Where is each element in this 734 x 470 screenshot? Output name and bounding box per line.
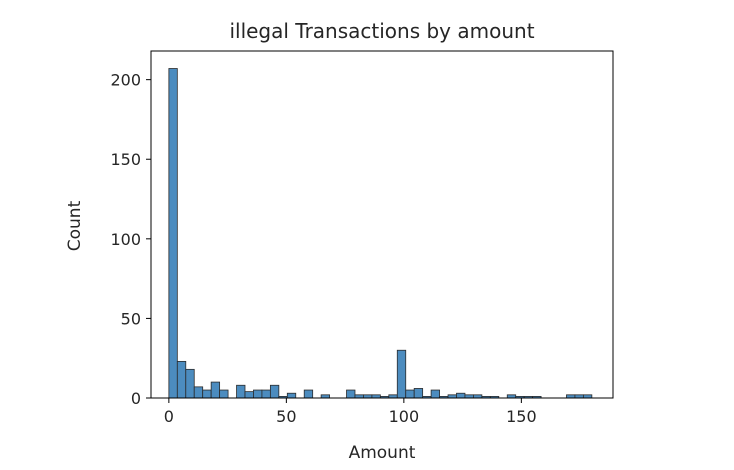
histogram-bar bbox=[236, 384, 246, 399]
histogram-bar bbox=[210, 381, 221, 399]
y-tick-label: 150 bbox=[110, 150, 141, 169]
x-tick-label: 50 bbox=[276, 407, 296, 426]
histogram-bar bbox=[456, 392, 466, 399]
histogram-bar bbox=[244, 391, 254, 399]
histogram-bar bbox=[413, 388, 424, 399]
x-tick-label: 0 bbox=[164, 407, 174, 426]
x-tick-label: 150 bbox=[506, 407, 537, 426]
histogram-bar bbox=[219, 389, 229, 399]
x-axis-ticks: 0 50 100 150 bbox=[164, 398, 537, 426]
histogram-bar bbox=[303, 389, 314, 399]
y-tick-label: 0 bbox=[131, 389, 141, 408]
histogram-bar bbox=[168, 68, 178, 399]
histogram-bar bbox=[261, 389, 271, 399]
histogram-bar bbox=[346, 389, 356, 399]
histogram-bar bbox=[396, 349, 407, 399]
histogram-bar bbox=[185, 368, 195, 399]
y-tick-label: 50 bbox=[121, 309, 141, 328]
x-tick-label: 100 bbox=[389, 407, 420, 426]
x-axis-label: Amount bbox=[349, 443, 416, 463]
histogram-bar bbox=[202, 389, 212, 399]
histogram-bar bbox=[253, 389, 263, 399]
y-tick-label: 100 bbox=[110, 230, 141, 249]
histogram-bar bbox=[269, 384, 280, 399]
y-axis-label: Count bbox=[65, 200, 85, 251]
histogram-bar bbox=[176, 360, 187, 399]
chart-title: illegal Transactions by amount bbox=[229, 19, 534, 43]
histogram-bar bbox=[430, 389, 440, 399]
histogram-bar bbox=[193, 386, 204, 399]
y-axis-ticks: 0 50 100 150 200 bbox=[110, 71, 151, 408]
plot-area-frame bbox=[150, 50, 614, 399]
y-tick-label: 200 bbox=[110, 71, 141, 90]
histogram-bar bbox=[286, 392, 297, 399]
histogram-bar bbox=[405, 389, 415, 399]
